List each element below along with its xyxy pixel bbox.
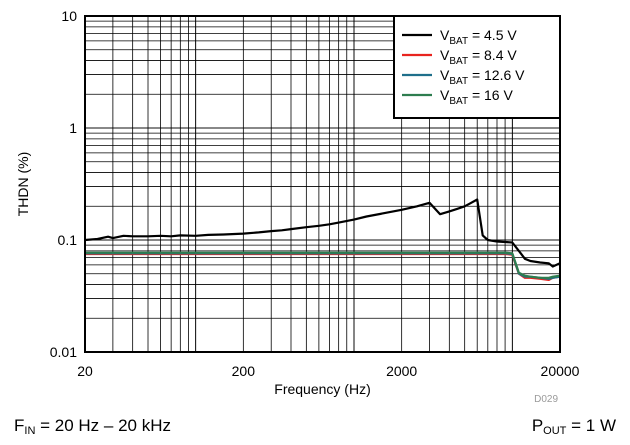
series-line-4: [85, 251, 561, 279]
legend-label: VBAT = 8.4 V: [440, 47, 517, 67]
y-tick-label: 1: [69, 120, 77, 136]
tick-labels: 20 200 2000 20000 0.01 0.1 1 10: [50, 8, 580, 379]
x-tick-label: 20000: [541, 363, 580, 379]
x-tick-label: 20: [77, 363, 93, 379]
y-tick-label: 0.01: [50, 344, 77, 360]
series-layer: [84, 198, 561, 281]
x-axis-title: Frequency (Hz): [274, 381, 370, 397]
legend-label: VBAT = 4.5 V: [440, 27, 517, 47]
legend-box: [393, 15, 561, 119]
plot-frame: [84, 15, 561, 353]
series-line-1: [84, 198, 561, 268]
grid-lines: [84, 15, 561, 353]
output-power-caption: POUT = 1 W: [531, 416, 616, 437]
y-tick-label: 10: [61, 8, 77, 24]
figure-code: D029: [534, 394, 558, 405]
x-tick-label: 200: [232, 363, 256, 379]
x-tick-label: 2000: [386, 363, 417, 379]
input-frequency-caption: FIN = 20 Hz – 20 kHz: [14, 416, 171, 437]
legend-label: VBAT = 16 V: [440, 87, 513, 107]
legend-label: VBAT = 12.6 V: [440, 67, 525, 87]
y-tick-label: 0.1: [58, 232, 78, 248]
y-axis-title: THDN (%): [15, 152, 31, 217]
